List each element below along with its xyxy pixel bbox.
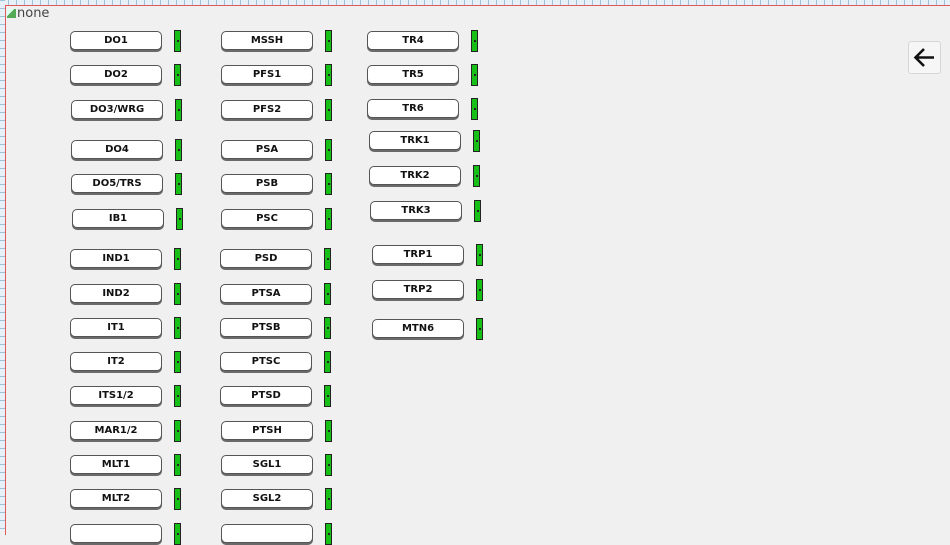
- signal-button[interactable]: TR4: [367, 31, 459, 50]
- signal-button[interactable]: IND2: [70, 284, 162, 303]
- signal-button[interactable]: MLT1: [70, 455, 162, 474]
- status-indicator: [324, 385, 331, 407]
- status-indicator: [324, 248, 331, 270]
- signal-button[interactable]: MTN6: [372, 319, 464, 338]
- signal-button[interactable]: PSD: [220, 249, 312, 268]
- signal-button[interactable]: IT1: [70, 318, 162, 337]
- signal-button[interactable]: PFS1: [221, 65, 313, 84]
- signal-button[interactable]: DO5/TRS: [71, 174, 163, 193]
- status-indicator: [325, 488, 332, 510]
- status-indicator: [471, 98, 478, 120]
- canvas-frame: [5, 5, 950, 535]
- status-indicator: [324, 351, 331, 373]
- signal-button[interactable]: IT2: [70, 352, 162, 371]
- status-indicator: [174, 30, 181, 52]
- signal-button[interactable]: DO3/WRG: [71, 100, 163, 119]
- signal-button[interactable]: PTSH: [221, 421, 313, 440]
- status-indicator: [325, 64, 332, 86]
- status-indicator: [174, 317, 181, 339]
- status-indicator: [476, 279, 483, 301]
- signal-button[interactable]: MLT2: [70, 489, 162, 508]
- broken-image-icon: [7, 9, 16, 18]
- status-indicator: [325, 523, 332, 545]
- signal-button[interactable]: DO4: [71, 140, 163, 159]
- status-indicator: [175, 99, 182, 121]
- status-indicator: [174, 523, 181, 545]
- status-indicator: [325, 208, 332, 230]
- signal-button[interactable]: PTSA: [220, 284, 312, 303]
- status-indicator: [471, 30, 478, 52]
- signal-button[interactable]: PTSC: [220, 352, 312, 371]
- signal-button[interactable]: [221, 524, 313, 543]
- signal-button[interactable]: PSB: [221, 174, 313, 193]
- signal-button[interactable]: TR6: [367, 99, 459, 118]
- signal-button[interactable]: DO2: [70, 65, 162, 84]
- status-indicator: [174, 454, 181, 476]
- status-indicator: [176, 208, 183, 230]
- status-indicator: [471, 64, 478, 86]
- signal-button[interactable]: MAR1/2: [70, 421, 162, 440]
- signal-button[interactable]: TRK2: [369, 166, 461, 185]
- ruler-top: [0, 0, 950, 5]
- status-indicator: [324, 283, 331, 305]
- status-indicator: [325, 30, 332, 52]
- status-indicator: [325, 99, 332, 121]
- status-indicator: [175, 173, 182, 195]
- status-indicator: [174, 248, 181, 270]
- status-indicator: [473, 130, 480, 152]
- signal-button[interactable]: PTSD: [220, 386, 312, 405]
- arrow-left-icon: [913, 48, 934, 67]
- signal-button[interactable]: ITS1/2: [70, 386, 162, 405]
- status-indicator: [174, 488, 181, 510]
- signal-button[interactable]: TRP2: [372, 280, 464, 299]
- status-indicator: [473, 165, 480, 187]
- broken-image: none: [7, 6, 49, 21]
- image-alt-text: none: [17, 6, 50, 21]
- status-indicator: [325, 173, 332, 195]
- signal-button[interactable]: PSA: [221, 140, 313, 159]
- signal-button[interactable]: SGL2: [221, 489, 313, 508]
- status-indicator: [174, 351, 181, 373]
- status-indicator: [325, 454, 332, 476]
- signal-button[interactable]: PTSB: [220, 318, 312, 337]
- signal-button[interactable]: TRP1: [372, 245, 464, 264]
- signal-button[interactable]: TRK1: [369, 131, 461, 150]
- back-button[interactable]: [908, 41, 941, 74]
- status-indicator: [174, 64, 181, 86]
- status-indicator: [325, 420, 332, 442]
- signal-button[interactable]: IB1: [72, 209, 164, 228]
- signal-button[interactable]: [70, 524, 162, 543]
- status-indicator: [325, 139, 332, 161]
- status-indicator: [174, 283, 181, 305]
- signal-button[interactable]: DO1: [70, 31, 162, 50]
- status-indicator: [324, 317, 331, 339]
- status-indicator: [174, 420, 181, 442]
- ruler-left: [0, 0, 5, 530]
- status-indicator: [474, 200, 481, 222]
- signal-button[interactable]: SGL1: [221, 455, 313, 474]
- signal-button[interactable]: MSSH: [221, 31, 313, 50]
- signal-button[interactable]: TRK3: [370, 201, 462, 220]
- signal-button[interactable]: TR5: [367, 65, 459, 84]
- signal-button[interactable]: PSC: [221, 209, 313, 228]
- signal-button[interactable]: IND1: [70, 249, 162, 268]
- status-indicator: [476, 318, 483, 340]
- signal-button[interactable]: PFS2: [221, 100, 313, 119]
- status-indicator: [175, 139, 182, 161]
- status-indicator: [476, 244, 483, 266]
- status-indicator: [174, 385, 181, 407]
